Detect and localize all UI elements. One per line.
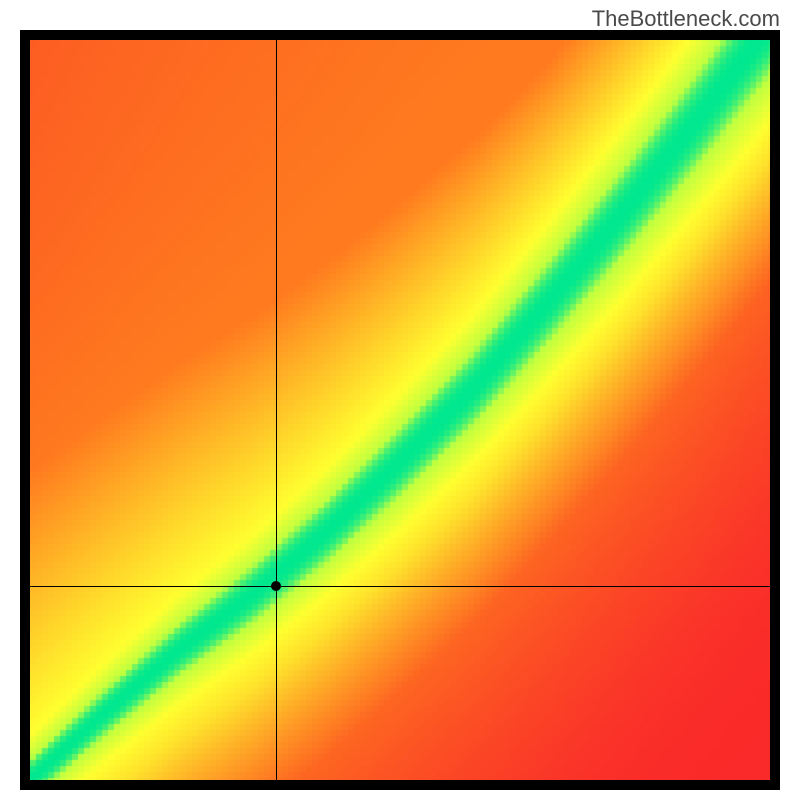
- selection-dot: [271, 581, 281, 591]
- plot-frame: [20, 30, 780, 790]
- watermark-text: TheBottleneck.com: [592, 6, 780, 32]
- heatmap-canvas: [30, 40, 770, 780]
- root-container: TheBottleneck.com: [0, 0, 800, 800]
- heatmap-plot: [30, 40, 770, 780]
